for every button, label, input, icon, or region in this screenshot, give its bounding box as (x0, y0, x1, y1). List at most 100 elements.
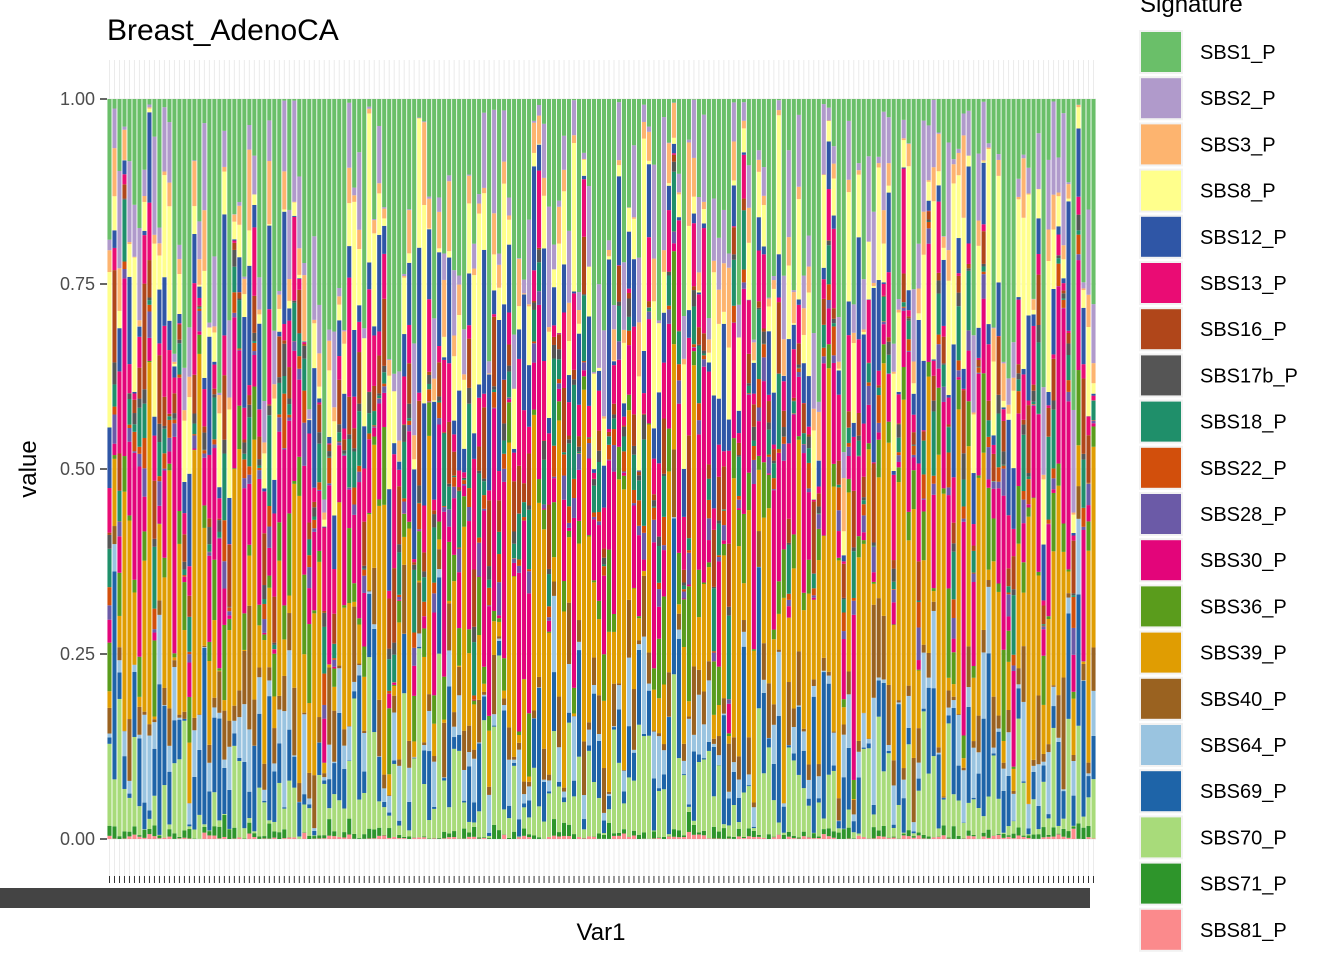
bar-segment-sbs17b-p (911, 444, 916, 446)
bar-segment-sbs22-p (1001, 465, 1006, 469)
bar-segment-sbs22-p (721, 510, 726, 526)
bar-segment-sbs71-p (397, 834, 402, 839)
bar-segment-sbs40-p (886, 684, 891, 745)
bar-segment-sbs64-p (621, 770, 627, 792)
bar-segment-sbs12-p (257, 323, 262, 410)
bar-segment-sbs40-p (696, 669, 701, 695)
bar-segment-sbs64-p (681, 760, 686, 775)
bar-segment-sbs71-p (836, 832, 841, 839)
bar-segment-sbs8-p (916, 313, 921, 320)
bar-segment-sbs17b-p (621, 426, 627, 437)
bar-segment-sbs30-p (147, 337, 152, 361)
bar-segment-sbs18-p (237, 300, 242, 349)
bar-segment-sbs16-p (876, 385, 881, 388)
bar-segment-sbs3-p (522, 293, 527, 295)
bar-segment-sbs28-p (996, 481, 1001, 489)
bar-segment-sbs70-p (1046, 818, 1051, 835)
bar-segment-sbs40-p (661, 744, 666, 751)
bar-segment-sbs16-p (896, 423, 901, 425)
bar-segment-sbs36-p (1026, 507, 1031, 517)
bar-segment-sbs70-p (472, 822, 477, 827)
bar-segment-sbs16-p (581, 236, 587, 295)
bar-segment-sbs71-p (407, 836, 412, 839)
bar-segment-sbs71-p (711, 826, 716, 839)
bar-segment-sbs1-p (382, 99, 387, 208)
bar-segment-sbs13-p (561, 312, 567, 388)
bar-segment-sbs22-p (956, 360, 961, 371)
bar-segment-sbs17b-p (482, 478, 487, 482)
bar-segment-sbs13-p (1001, 409, 1006, 421)
bar-segment-sbs12-p (477, 384, 482, 398)
bar-segment-sbs71-p (152, 825, 157, 837)
bar-segment-sbs8-p (1076, 107, 1081, 129)
bar-segment-sbs18-p (1066, 354, 1071, 381)
bar-segment-sbs3-p (801, 308, 806, 335)
bar-segment-sbs64-p (856, 751, 861, 778)
bar-segment-sbs40-p (1021, 646, 1026, 702)
bar-segment-sbs36-p (956, 379, 961, 410)
bar-segment-sbs2-p (502, 110, 507, 162)
bar-segment-sbs71-p (1031, 834, 1036, 839)
bar-segment-sbs1-p (1076, 99, 1081, 105)
bar-segment-sbs36-p (766, 474, 771, 509)
bar-segment-sbs8-p (232, 221, 237, 240)
bar-segment-sbs64-p (851, 814, 856, 822)
bar-segment-sbs18-p (686, 538, 691, 551)
bar-segment-sbs81-p (626, 836, 632, 839)
bar-segment-sbs2-p (1086, 209, 1091, 295)
bar-segment-sbs36-p (227, 618, 232, 631)
bar-segment-sbs69-p (951, 708, 956, 795)
legend-swatch (1141, 817, 1181, 858)
bar-segment-sbs39-p (457, 665, 462, 667)
bar-segment-sbs28-p (706, 518, 711, 541)
bar-segment-sbs12-p (791, 324, 796, 350)
bar-segment-sbs12-p (517, 329, 522, 359)
bar-segment-sbs2-p (147, 104, 152, 108)
legend-swatch (1141, 771, 1181, 812)
bar-segment-sbs71-p (661, 836, 666, 839)
bar-segment-sbs3-p (117, 268, 122, 311)
bar-segment-sbs12-p (182, 481, 187, 514)
bar-segment-sbs28-p (751, 459, 756, 484)
bar-segment-sbs40-p (532, 710, 537, 719)
bar-segment-sbs81-p (826, 836, 831, 839)
bar-segment-sbs3-p (691, 157, 696, 197)
bar-segment-sbs1-p (961, 99, 966, 114)
bar-segment-sbs30-p (566, 527, 572, 531)
bar-segment-sbs16-p (137, 367, 142, 399)
bar-segment-sbs40-p (392, 695, 397, 713)
bar-segment-sbs12-p (826, 141, 831, 190)
bar-segment-sbs1-p (342, 99, 347, 331)
bar-segment-sbs2-p (746, 165, 751, 208)
bar-segment-sbs12-p (292, 215, 297, 217)
bar-segment-sbs18-p (372, 411, 377, 426)
bar-segment-sbs8-p (671, 137, 676, 144)
bar-segment-sbs2-p (811, 333, 816, 409)
bar-segment-sbs64-p (417, 633, 422, 647)
bar-segment-sbs18-p (132, 424, 137, 432)
bar-segment-sbs36-p (1036, 571, 1041, 576)
bar-segment-sbs12-p (616, 176, 622, 266)
bar-segment-sbs64-p (352, 681, 357, 692)
bar-stack (262, 99, 267, 839)
bar-segment-sbs28-p (357, 471, 362, 483)
bar-segment-sbs69-p (232, 733, 237, 746)
bar-segment-sbs12-p (462, 448, 467, 473)
bar-segment-sbs39-p (397, 622, 402, 760)
bar-segment-sbs40-p (477, 699, 482, 743)
bar-segment-sbs36-p (432, 695, 437, 724)
bar-segment-sbs64-p (1036, 764, 1041, 806)
bar-segment-sbs13-p (696, 294, 701, 328)
bar-segment-sbs39-p (152, 716, 157, 720)
bar-segment-sbs16-p (601, 548, 607, 558)
bar-segment-sbs30-p (596, 525, 602, 601)
bar-stack (507, 99, 512, 839)
bar-segment-sbs16-p (1026, 405, 1031, 474)
bar-segment-sbs1-p (916, 99, 921, 244)
bar-stack (247, 99, 252, 839)
bar-segment-sbs16-p (227, 544, 232, 607)
bar-segment-sbs40-p (432, 756, 437, 762)
bar-segment-sbs36-p (631, 587, 637, 589)
bar-segment-sbs13-p (122, 174, 127, 185)
bar-segment-sbs39-p (821, 535, 826, 658)
